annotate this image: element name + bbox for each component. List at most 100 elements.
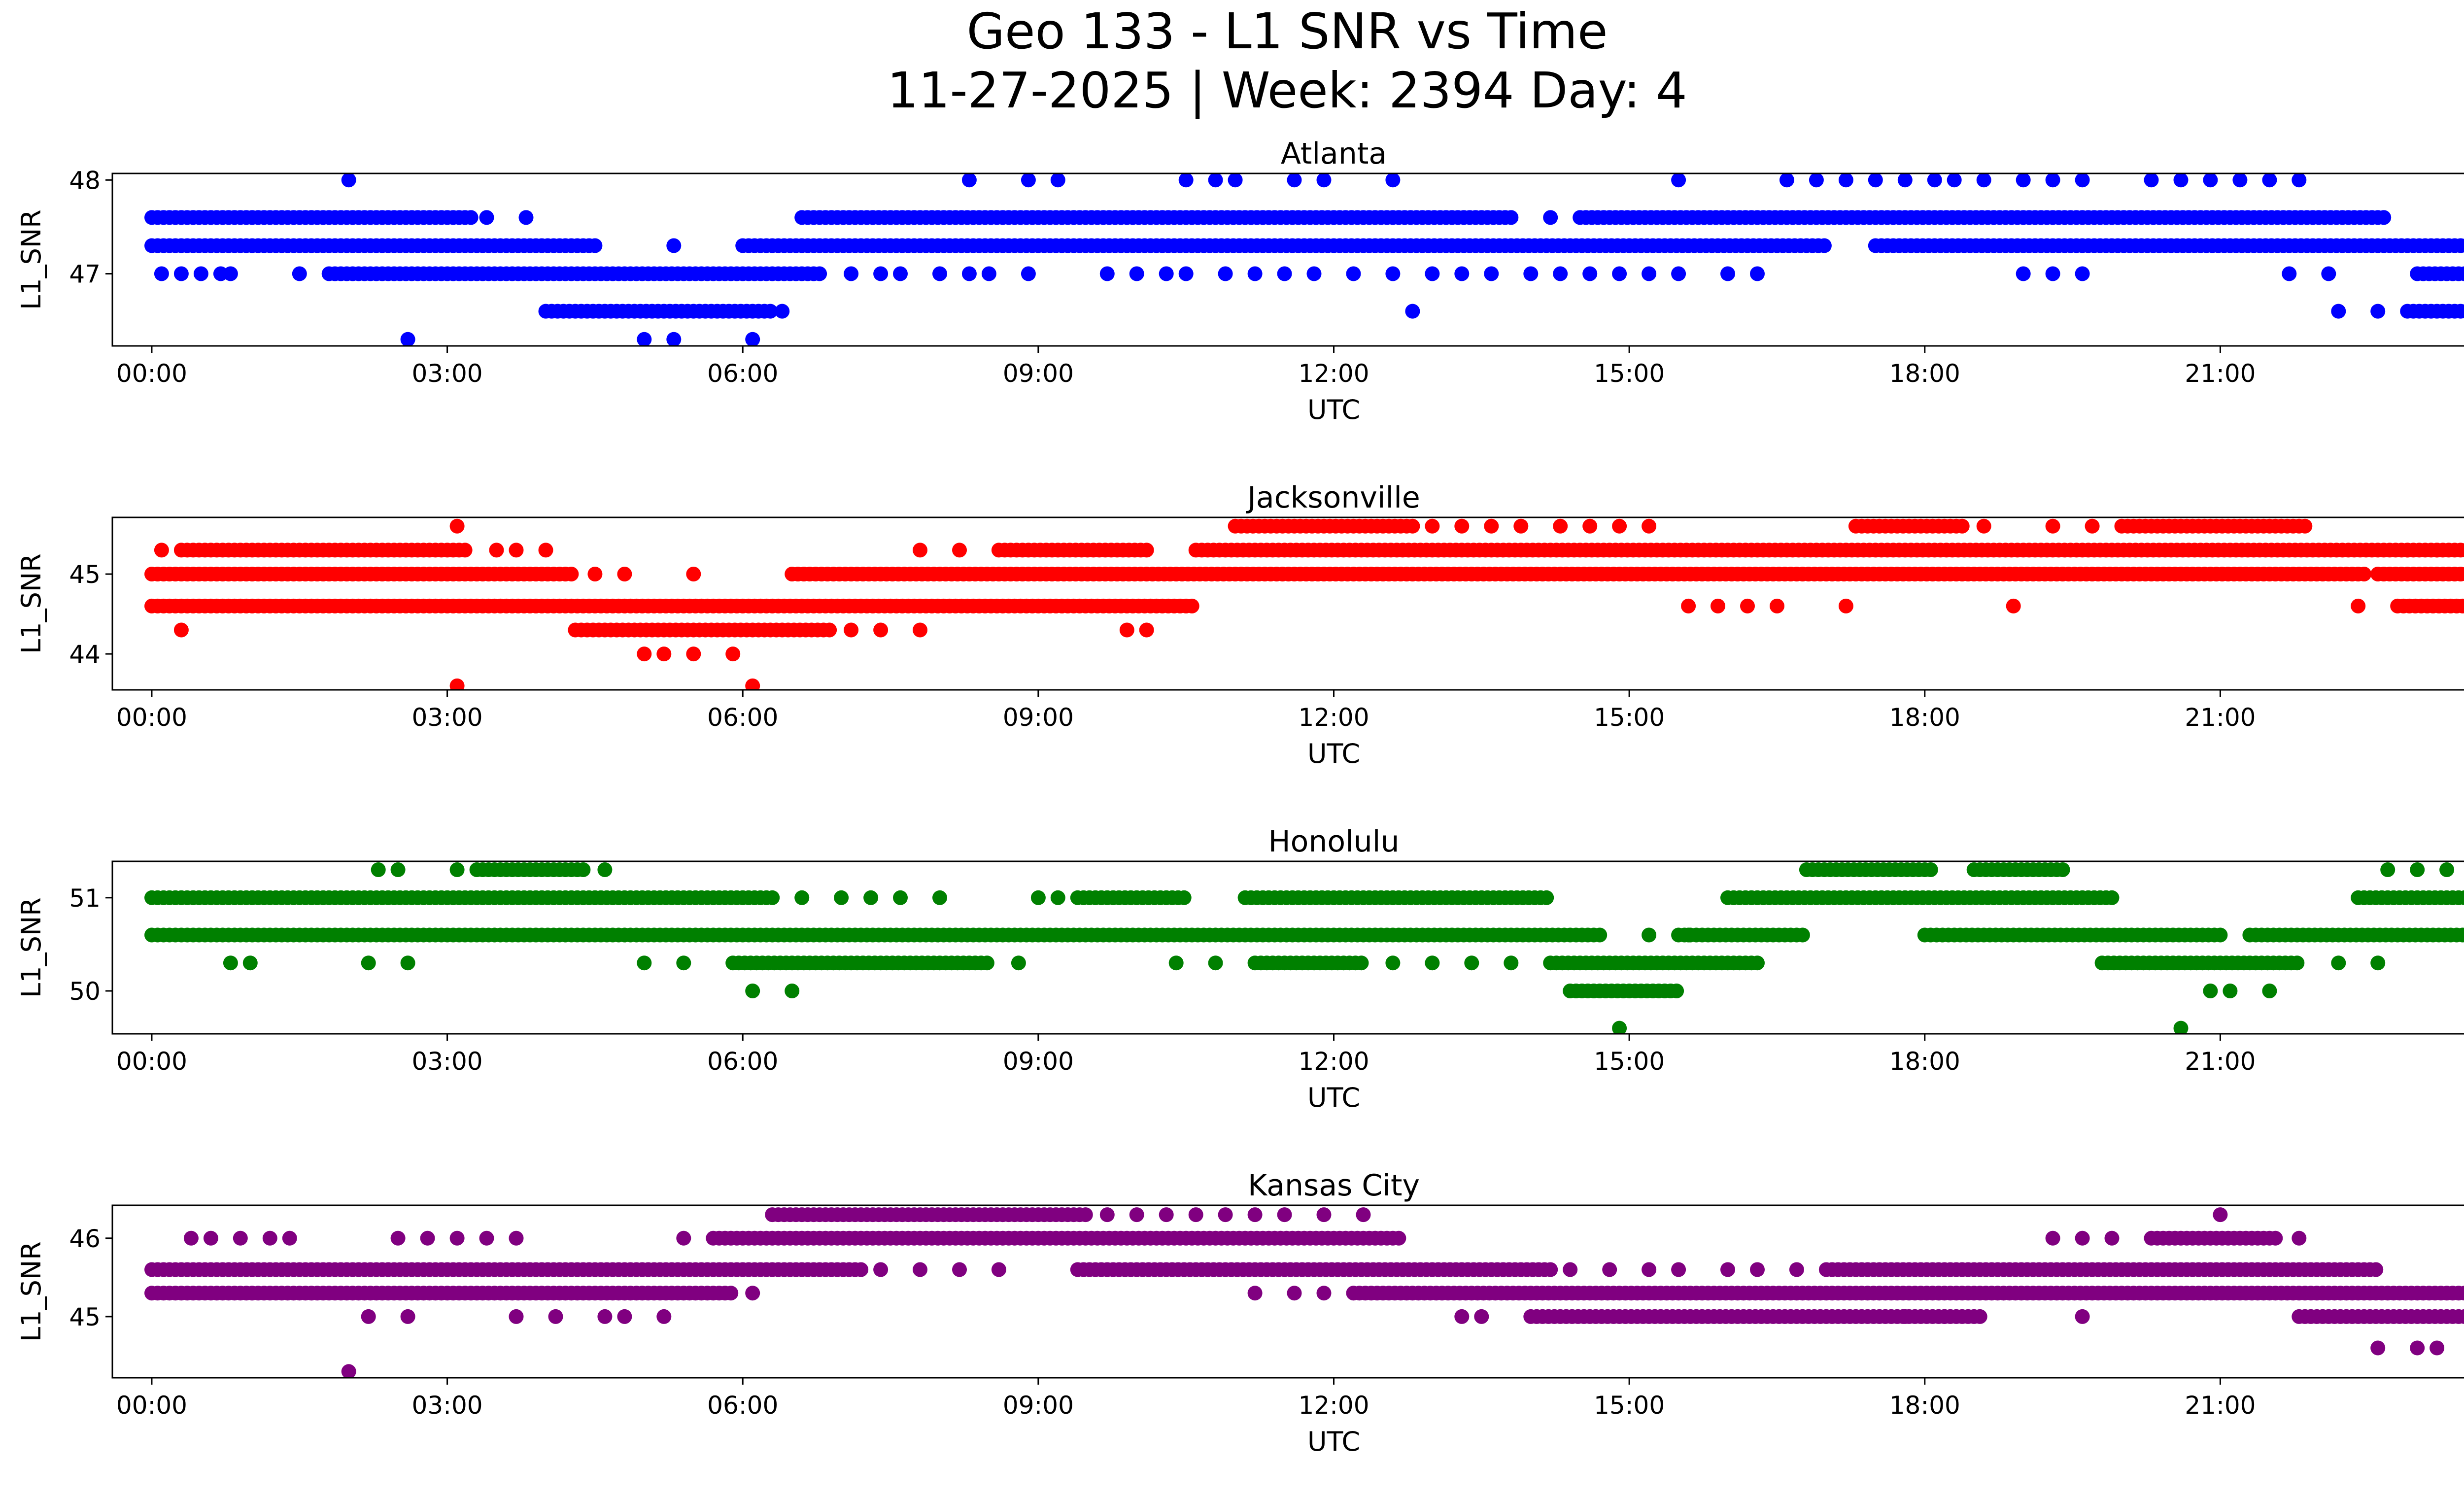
data-point-atlanta — [1346, 266, 1361, 281]
data-point-jacksonville — [2351, 598, 2366, 613]
data-point-kansas-city — [1391, 1230, 1406, 1246]
y-axis-label-jacksonville: L1_SNR — [16, 553, 47, 654]
data-point-honolulu — [223, 955, 238, 971]
data-point-kansas-city — [1897, 1309, 1913, 1324]
data-point-kansas-city — [183, 1230, 199, 1246]
x-tick-label-kansas-city: 09:00 — [1003, 1391, 1074, 1420]
data-point-honolulu — [1681, 927, 1696, 943]
data-point-kansas-city — [203, 1230, 218, 1246]
data-point-jacksonville — [457, 543, 473, 558]
data-point-jacksonville — [637, 646, 652, 662]
data-point-kansas-city — [479, 1230, 494, 1246]
subplot-title-atlanta: Atlanta — [1281, 136, 1387, 171]
data-point-honolulu — [2213, 927, 2228, 943]
data-point-atlanta — [981, 266, 996, 281]
x-axis-label-kansas-city: UTC — [1307, 1426, 1360, 1457]
data-point-honolulu — [2173, 1021, 2189, 1034]
data-point-kansas-city — [1218, 1207, 1233, 1223]
data-point-honolulu — [1208, 955, 1223, 971]
data-point-kansas-city — [1671, 1262, 1686, 1277]
data-point-atlanta — [1976, 173, 1991, 188]
axes-frame-jacksonville — [111, 516, 2464, 691]
data-point-kansas-city — [2213, 1207, 2228, 1223]
data-point-honolulu — [2055, 862, 2070, 877]
data-point-atlanta — [2282, 266, 2297, 281]
data-point-honolulu — [1669, 984, 1684, 998]
data-point-kansas-city — [1287, 1286, 1302, 1301]
x-tick-label-kansas-city: 18:00 — [1889, 1391, 1960, 1420]
data-point-honolulu — [785, 984, 800, 998]
data-point-jacksonville — [154, 543, 169, 558]
data-point-kansas-city — [361, 1309, 376, 1324]
data-point-kansas-city — [1602, 1262, 1617, 1277]
data-point-atlanta — [1523, 266, 1539, 281]
data-point-atlanta — [2075, 266, 2090, 281]
data-point-atlanta — [775, 304, 790, 319]
data-point-honolulu — [1642, 927, 1657, 943]
data-point-jacksonville — [587, 567, 603, 581]
data-point-honolulu — [2410, 862, 2425, 877]
x-tick-label-atlanta: 15:00 — [1594, 359, 1665, 388]
x-tick-label-kansas-city: 12:00 — [1298, 1391, 1369, 1420]
data-point-atlanta — [2016, 266, 2031, 281]
data-point-honolulu — [2104, 890, 2120, 905]
data-point-atlanta — [1050, 173, 1065, 188]
data-point-kansas-city — [2045, 1230, 2060, 1246]
x-tick-label-atlanta: 06:00 — [707, 359, 778, 388]
data-point-kansas-city — [400, 1309, 415, 1324]
data-point-honolulu — [834, 890, 849, 905]
data-point-atlanta — [341, 173, 356, 188]
figure-title-line1: Geo 133 - L1 SNR vs Time — [967, 2, 1608, 60]
x-tick-label-kansas-city: 00:00 — [116, 1391, 187, 1420]
axes-frame-atlanta — [111, 172, 2464, 347]
data-point-jacksonville — [2357, 567, 2372, 581]
data-point-atlanta — [961, 266, 977, 281]
data-point-atlanta — [1809, 173, 1824, 188]
x-tick-label-jacksonville: 18:00 — [1889, 703, 1960, 732]
data-point-atlanta — [1228, 173, 1243, 188]
data-point-jacksonville — [822, 622, 837, 638]
data-point-atlanta — [2292, 173, 2307, 188]
x-tick-label-jacksonville: 21:00 — [2185, 703, 2256, 732]
data-point-kansas-city — [449, 1230, 465, 1246]
data-point-jacksonville — [2297, 518, 2313, 534]
data-point-atlanta — [1208, 173, 1223, 188]
data-point-honolulu — [893, 890, 908, 905]
data-point-atlanta — [1504, 210, 1519, 225]
x-tick-label-jacksonville: 12:00 — [1298, 703, 1369, 732]
data-point-jacksonville — [1184, 598, 1199, 613]
data-point-jacksonville — [1119, 622, 1134, 638]
data-point-jacksonville — [1553, 518, 1568, 534]
data-point-honolulu — [1385, 955, 1401, 971]
y-tick-label-honolulu: 50 — [69, 977, 101, 1006]
data-point-honolulu — [637, 955, 652, 971]
data-point-jacksonville — [745, 678, 760, 690]
data-point-atlanta — [2459, 304, 2464, 318]
data-point-honolulu — [2380, 862, 2396, 877]
x-tick-label-honolulu: 12:00 — [1298, 1047, 1369, 1076]
data-point-atlanta — [2144, 173, 2159, 188]
data-point-kansas-city — [1129, 1207, 1144, 1223]
data-point-jacksonville — [173, 622, 189, 638]
data-point-kansas-city — [1750, 1262, 1765, 1277]
data-point-honolulu — [979, 955, 994, 971]
data-point-atlanta — [173, 266, 189, 281]
data-point-atlanta — [637, 332, 652, 346]
data-point-kansas-city — [2410, 1340, 2425, 1356]
data-point-kansas-city — [1188, 1207, 1203, 1223]
data-point-jacksonville — [2085, 518, 2100, 534]
data-point-atlanta — [1897, 173, 1913, 188]
data-point-jacksonville — [2461, 600, 2464, 612]
data-point-honolulu — [2223, 984, 2238, 998]
x-tick-label-honolulu: 21:00 — [2185, 1047, 2256, 1076]
data-point-jacksonville — [1582, 518, 1598, 534]
data-point-jacksonville — [873, 622, 889, 638]
data-point-kansas-city — [1972, 1309, 1987, 1324]
data-point-jacksonville — [1642, 518, 1657, 534]
data-point-kansas-city — [282, 1230, 297, 1246]
y-tick-label-jacksonville: 45 — [69, 560, 101, 589]
y-tick-label-atlanta: 47 — [69, 260, 101, 289]
y-tick-label-jacksonville: 44 — [69, 640, 101, 669]
data-point-honolulu — [2455, 927, 2464, 943]
